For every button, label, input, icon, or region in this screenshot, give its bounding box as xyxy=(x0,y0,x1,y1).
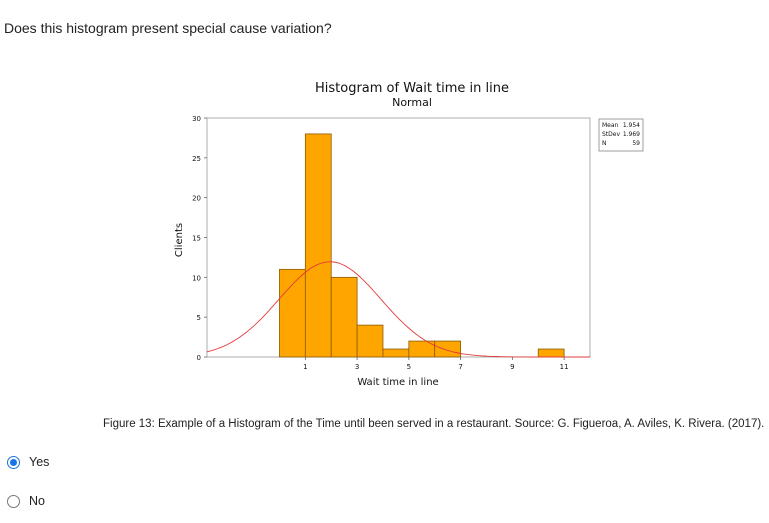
plot-frame xyxy=(206,117,591,358)
x-tick-label: 1 xyxy=(303,363,307,371)
stats-value: 1.954 xyxy=(623,122,640,129)
y-axis-label: Clients xyxy=(174,223,185,257)
option-no[interactable]: No xyxy=(7,494,45,508)
histogram-bar xyxy=(537,348,565,358)
histogram-bar xyxy=(356,324,384,358)
normal-fit-curve xyxy=(206,261,590,358)
y-tick-label: 10 xyxy=(192,274,201,282)
radio-button-yes[interactable] xyxy=(7,455,20,469)
y-tick-label: 15 xyxy=(192,235,201,243)
histogram-bar xyxy=(304,133,332,358)
histogram-svg: Histogram of Wait time in line Normal Cl… xyxy=(174,81,644,388)
option-no-label: No xyxy=(29,494,45,508)
y-tick-label: 25 xyxy=(192,155,201,163)
radio-button-no[interactable] xyxy=(7,494,20,508)
x-tick-label: 3 xyxy=(355,363,359,371)
histogram-bar xyxy=(330,276,358,358)
histogram-bar xyxy=(382,348,410,358)
y-tick-label: 5 xyxy=(197,314,201,322)
stats-label: Mean xyxy=(602,122,619,129)
y-tick-label: 30 xyxy=(192,115,201,123)
x-tick-label: 5 xyxy=(407,363,411,371)
y-tick-label: 0 xyxy=(197,354,201,362)
histogram-chart: Histogram of Wait time in line Normal Cl… xyxy=(150,70,650,400)
question-text: Does this histogram present special caus… xyxy=(4,20,332,36)
stats-value: 59 xyxy=(632,140,640,147)
stats-value: 1.969 xyxy=(623,131,640,138)
histogram-bar xyxy=(434,340,462,358)
x-tick-label: 7 xyxy=(458,363,462,371)
histogram-bar xyxy=(279,268,306,358)
stats-label: N xyxy=(602,140,607,147)
chart-subtitle: Normal xyxy=(392,96,432,109)
option-yes[interactable]: Yes xyxy=(7,455,49,469)
x-axis-label: Wait time in line xyxy=(357,377,438,388)
chart-title: Histogram of Wait time in line xyxy=(315,81,509,96)
x-tick-label: 9 xyxy=(510,363,514,371)
y-tick-label: 20 xyxy=(192,195,201,203)
figure-caption: Figure 13: Example of a Histogram of the… xyxy=(103,418,765,430)
x-tick-label: 11 xyxy=(560,363,569,371)
option-yes-label: Yes xyxy=(29,455,50,469)
stats-label: StDev xyxy=(602,131,620,138)
